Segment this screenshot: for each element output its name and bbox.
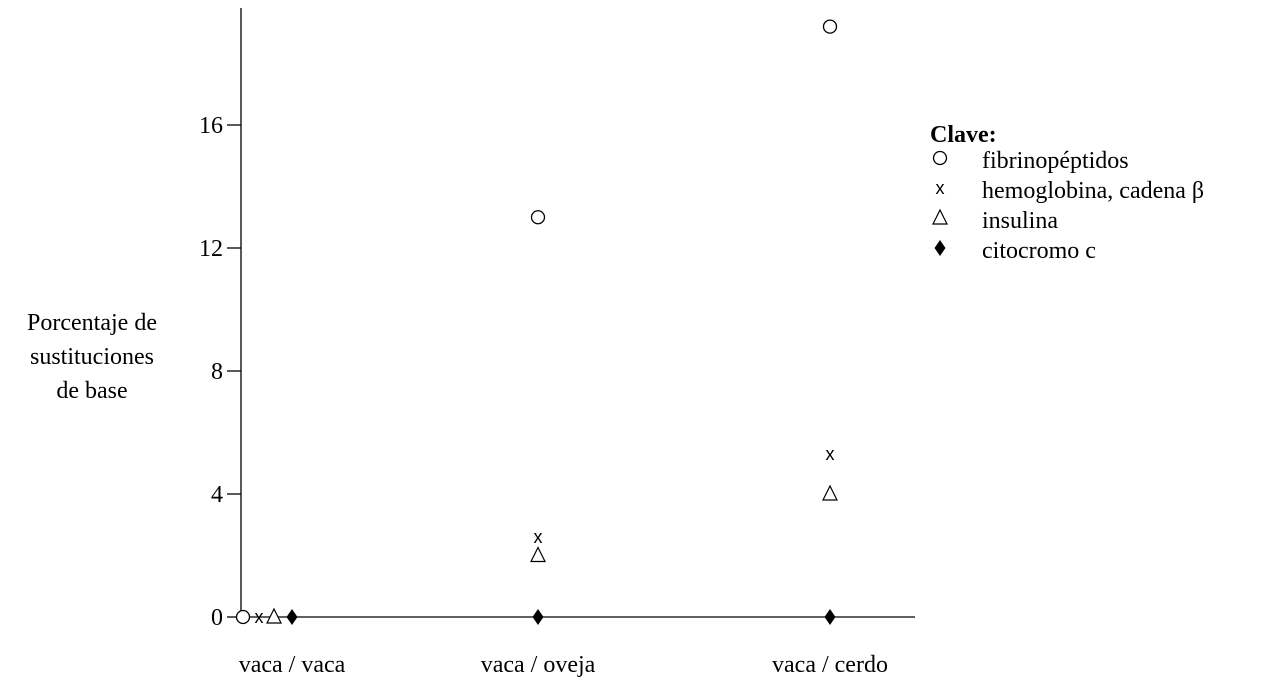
legend-symbol-circle [932, 150, 948, 166]
legend-symbol-diamond [934, 240, 946, 256]
y-tick-label-12: 12 [199, 236, 223, 262]
legend-label-1: hemoglobina, cadena β [982, 178, 1204, 204]
y-axis-label-line-3: de base [56, 378, 127, 404]
legend-label-2: insulina [982, 208, 1058, 234]
point-circle-0 [235, 609, 251, 625]
point-x-1: x [534, 527, 543, 547]
point-triangle-0 [266, 607, 282, 624]
y-tick-label-8: 8 [211, 359, 223, 385]
point-x-0: x [255, 607, 264, 627]
point-x-2: x [826, 444, 835, 464]
point-circle-2 [822, 19, 838, 34]
point-diamond-2 [824, 609, 836, 625]
legend: Clave: fibrinopéptidos x hemoglobina, cade… [930, 122, 1204, 264]
x-category-label-1: vaca / oveja [481, 652, 596, 678]
legend-symbol-triangle [932, 208, 948, 225]
y-axis-label-line-2: sustituciones [30, 344, 154, 370]
point-circle-1 [530, 210, 546, 225]
y-tick-label-4: 4 [211, 482, 223, 508]
x-category-labels: vaca / vaca vaca / oveja vaca / cerdo [239, 652, 888, 678]
y-tick-label-16: 16 [199, 113, 223, 139]
point-triangle-2 [822, 484, 838, 501]
y-ticks: 0 4 8 12 16 [199, 113, 241, 631]
point-diamond-1 [532, 609, 544, 625]
y-axis-label-line-1: Porcentaje de [27, 310, 157, 336]
y-tick-label-0: 0 [211, 605, 223, 631]
legend-symbol-x: x [936, 178, 945, 198]
x-category-label-2: vaca / cerdo [772, 652, 888, 678]
legend-title: Clave: [930, 122, 997, 148]
data-marks: x x x [235, 19, 838, 627]
point-triangle-1 [530, 546, 546, 563]
x-category-label-0: vaca / vaca [239, 652, 346, 678]
legend-label-0: fibrinopéptidos [982, 148, 1129, 174]
point-diamond-0 [286, 609, 298, 625]
legend-label-3: citocromo c [982, 238, 1096, 264]
